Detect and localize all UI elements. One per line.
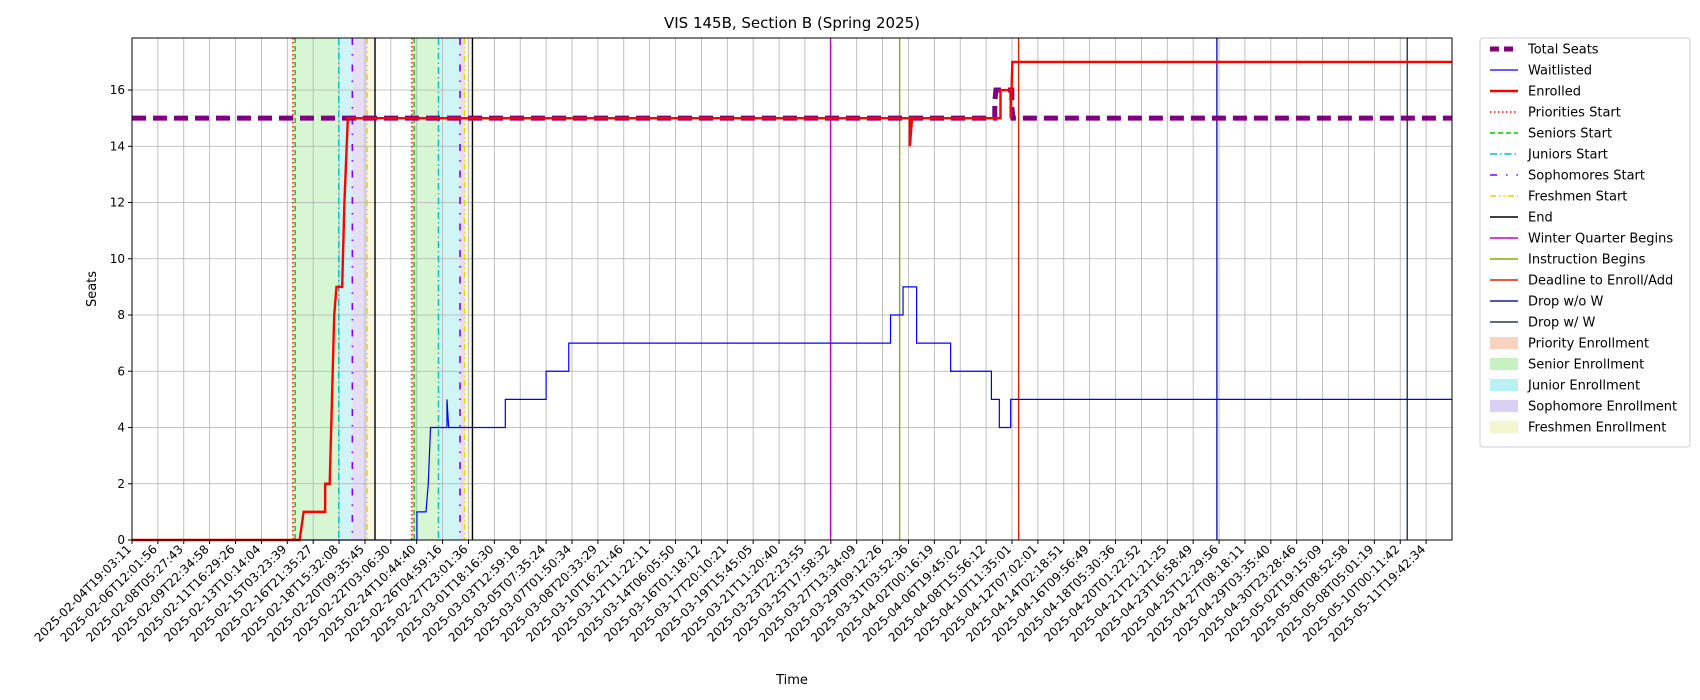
y-tick-label: 2	[117, 477, 125, 491]
legend-item-priority-enrollment: Priority Enrollment	[1490, 337, 1649, 352]
plot-frame	[131, 37, 1453, 541]
y-tick-label: 6	[117, 364, 125, 378]
y-tick-label: 4	[117, 421, 125, 435]
legend-label: Priorities Start	[1528, 106, 1621, 121]
legend-swatch	[1490, 421, 1518, 433]
x-axis: 2025-02-04T19:03:112025-02-06T12:01:5620…	[32, 540, 1428, 645]
legend-swatch	[1490, 379, 1518, 391]
legend-label: Instruction Begins	[1528, 253, 1646, 268]
series-total-seats	[132, 87, 1452, 121]
legend-label: Enrolled	[1528, 85, 1581, 100]
legend-item-waitlisted: Waitlisted	[1490, 64, 1592, 79]
legend-item-enrolled: Enrolled	[1490, 85, 1581, 100]
legend-item-sophomores-start: Sophomores Start	[1490, 169, 1645, 184]
legend-label: Drop w/ W	[1528, 316, 1596, 331]
x-axis-title: Time	[775, 673, 808, 688]
legend-label: Sophomore Enrollment	[1528, 400, 1677, 415]
region-freshmen-enrollment	[367, 38, 376, 540]
event-lines	[292, 38, 1408, 540]
legend-label: Seniors Start	[1528, 127, 1612, 142]
legend-label: Freshmen Enrollment	[1528, 421, 1666, 436]
region-priority-enrollment	[292, 38, 296, 540]
legend-label: Freshmen Start	[1528, 190, 1627, 205]
region-senior-enrollment	[414, 38, 439, 540]
legend-swatch	[1490, 358, 1518, 370]
y-tick-label: 14	[110, 139, 125, 153]
legend-label: Deadline to Enroll/Add	[1528, 274, 1673, 289]
legend-item-priorities-start: Priorities Start	[1490, 106, 1621, 121]
legend-item-instruction-begins: Instruction Begins	[1490, 253, 1646, 268]
legend-item-freshmen-enrollment: Freshmen Enrollment	[1490, 421, 1666, 436]
legend-item-sophomore-enrollment: Sophomore Enrollment	[1490, 400, 1677, 415]
legend-item-juniors-start: Juniors Start	[1490, 148, 1608, 163]
legend-item-total-seats: Total Seats	[1490, 43, 1599, 58]
legend-item-seniors-start: Seniors Start	[1490, 127, 1612, 142]
legend-item-deadline-to-enroll-add: Deadline to Enroll/Add	[1490, 274, 1673, 289]
legend-item-winter-quarter-begins: Winter Quarter Begins	[1490, 232, 1673, 247]
region-priority-enrollment	[411, 38, 415, 540]
y-tick-label: 0	[117, 533, 125, 547]
legend-label: Priority Enrollment	[1528, 337, 1649, 352]
region-sophomore-enrollment	[352, 38, 368, 540]
y-tick-label: 12	[110, 196, 125, 210]
legend-item-drop-w-w: Drop w/ W	[1490, 316, 1596, 331]
legend-item-end: End	[1490, 211, 1553, 226]
legend-label: Senior Enrollment	[1528, 358, 1644, 373]
legend-label: End	[1528, 211, 1553, 226]
legend-item-drop-w-o-w: Drop w/o W	[1490, 295, 1604, 310]
y-tick-label: 8	[117, 308, 125, 322]
legend-swatch	[1490, 400, 1518, 412]
region-junior-enrollment	[438, 38, 460, 540]
series-enrolled	[132, 60, 1452, 542]
legend-item-freshmen-start: Freshmen Start	[1490, 190, 1627, 205]
legend-swatch	[1490, 337, 1518, 349]
y-axis: 0 2 4 6 8 10 12 14 16	[110, 83, 132, 547]
legend-item-senior-enrollment: Senior Enrollment	[1490, 358, 1644, 373]
shaded-regions	[292, 38, 473, 540]
series-waitlisted	[132, 286, 1452, 541]
region-senior-enrollment	[295, 38, 339, 540]
legend-label: Waitlisted	[1528, 64, 1592, 79]
legend-label: Sophomores Start	[1528, 169, 1645, 184]
legend: Total Seats Waitlisted Enrolled Priorities …	[1479, 37, 1691, 448]
legend-label: Total Seats	[1527, 43, 1599, 58]
y-axis-title: Seats	[85, 271, 100, 307]
chart-title: VIS 145B, Section B (Spring 2025)	[664, 14, 920, 32]
legend-label: Drop w/o W	[1528, 295, 1604, 310]
legend-label: Junior Enrollment	[1527, 379, 1640, 394]
region-junior-enrollment	[338, 38, 353, 540]
y-tick-label: 10	[110, 252, 125, 266]
legend-box	[1479, 37, 1691, 448]
y-tick-label: 16	[110, 83, 125, 97]
legend-label: Winter Quarter Begins	[1528, 232, 1673, 247]
legend-label: Juniors Start	[1527, 148, 1608, 163]
legend-item-junior-enrollment: Junior Enrollment	[1490, 379, 1640, 394]
region-sophomore-enrollment	[459, 38, 465, 540]
series-lines	[132, 60, 1452, 542]
